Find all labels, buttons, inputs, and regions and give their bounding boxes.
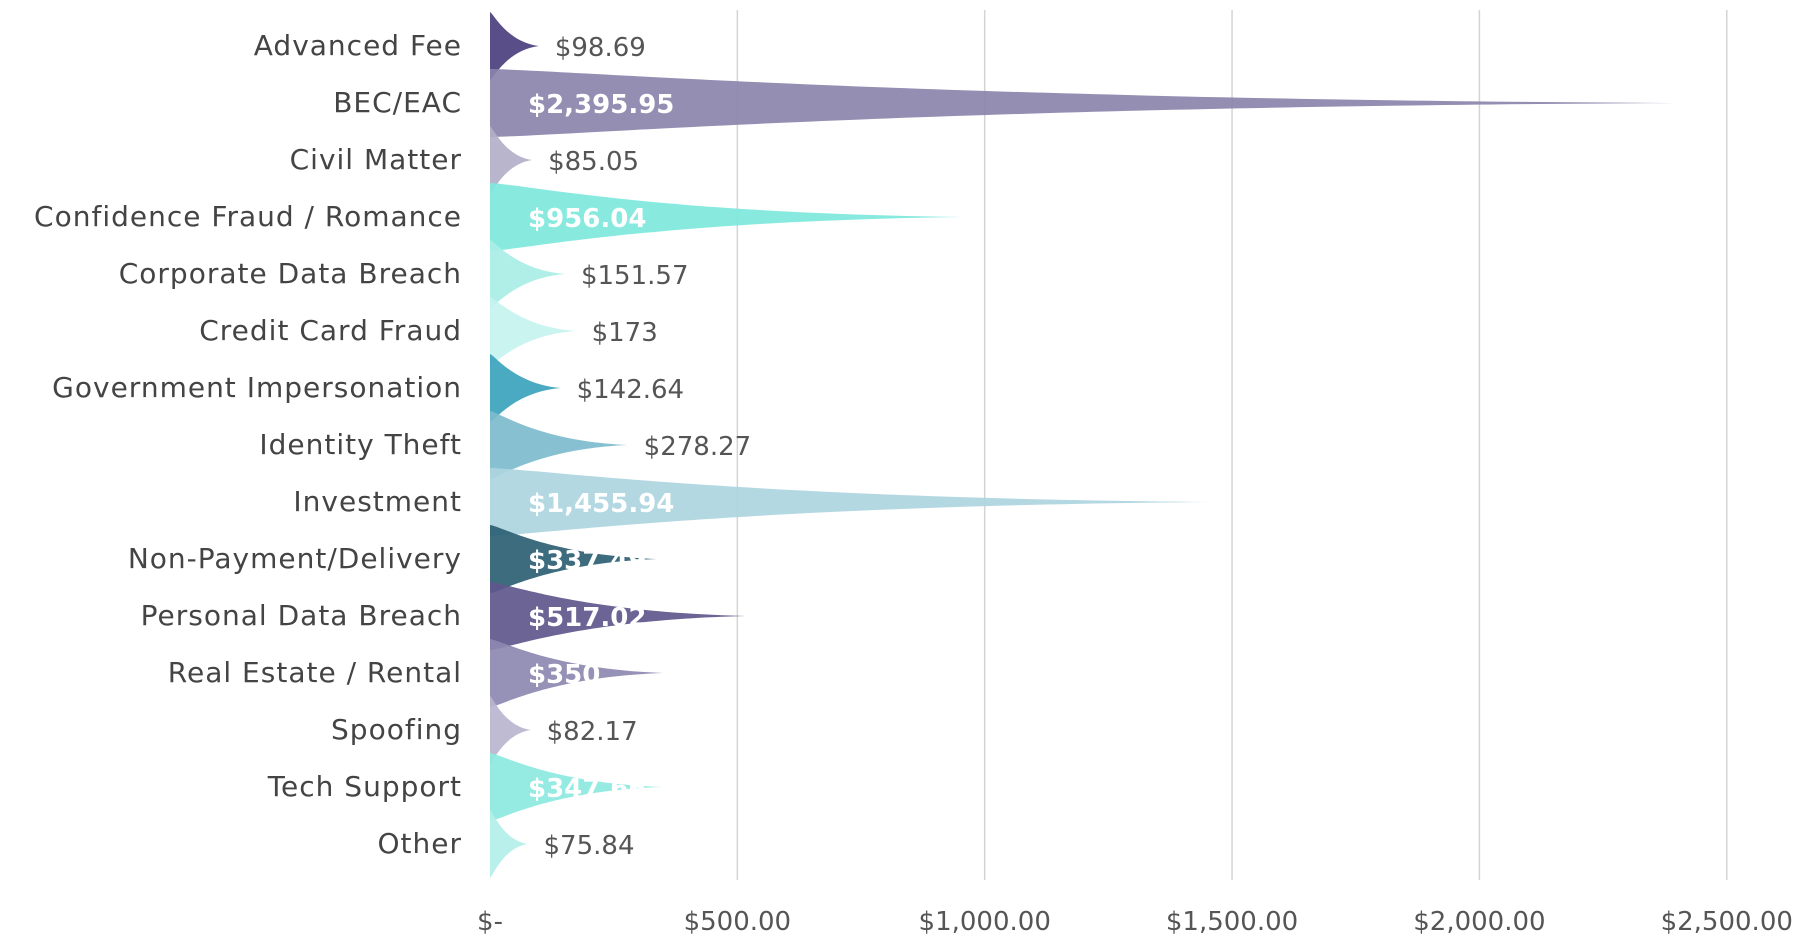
grid-lines [736,10,1728,880]
data-label-12: $82.17 [547,717,638,747]
data-label-13: $347.66 [528,774,646,804]
data-label-10: $517.02 [528,603,646,633]
category-label-8: Investment [293,485,462,518]
data-label-7: $278.27 [644,432,752,462]
category-label-2: Civil Matter [290,143,462,176]
spike-6 [490,354,561,422]
data-labels: $98.69 $2,395.95 $85.05 $956.04 $151.57 $173 $… [528,33,751,861]
spike-1 [490,69,1676,137]
data-label-5: $173 [592,318,658,348]
spike-8 [490,468,1211,536]
spike-11 [490,639,664,707]
category-label-9: Non-Payment/Delivery [128,542,462,575]
x-tick-label-1: $500.00 [684,907,792,937]
spike-13 [490,753,662,821]
category-label-10: Personal Data Breach [141,599,462,632]
data-label-0: $98.69 [555,33,646,63]
spike-0 [490,12,539,80]
category-label-5: Credit Card Fraud [199,314,462,347]
spike-5 [490,297,576,365]
category-label-4: Corporate Data Breach [119,257,462,290]
category-label-3: Confidence Fraud / Romance [34,200,462,233]
category-label-6: Government Impersonation [52,371,462,404]
data-label-8: $1,455.94 [528,489,674,519]
data-label-3: $956.04 [528,204,646,234]
spike-14 [490,810,528,878]
chart-marks [490,12,1676,878]
data-label-11: $350 [528,660,600,690]
data-label-14: $75.84 [544,831,635,861]
category-label-1: BEC/EAC [333,86,462,119]
x-tick-label-5: $2,500.00 [1661,907,1793,937]
x-tick-label-4: $2,000.00 [1413,907,1545,937]
category-labels: Advanced Fee BEC/EAC Civil Matter Confidenc… [34,29,462,860]
category-label-14: Other [377,827,462,860]
category-label-0: Advanced Fee [254,29,462,62]
data-label-2: $85.05 [548,147,639,177]
spike-12 [490,696,531,764]
category-label-12: Spoofing [331,713,462,746]
x-tick-label-3: $1,500.00 [1166,907,1298,937]
category-label-7: Identity Theft [259,428,462,461]
spike-4 [490,240,565,308]
data-label-1: $2,395.95 [528,90,674,120]
spike-3 [490,183,963,251]
data-label-4: $151.57 [581,261,689,291]
spike-2 [490,126,533,194]
spike-10 [490,582,746,650]
category-label-13: Tech Support [267,770,462,803]
category-label-11: Real Estate / Rental [168,656,462,689]
spike-9 [490,525,657,593]
x-tick-label-0: $- [477,907,503,937]
x-axis-tick-labels: $- $500.00 $1,000.00 $1,500.00 $2,000.00 $2,5… [477,907,1793,937]
data-label-6: $142.64 [577,375,685,405]
x-tick-label-2: $1,000.00 [919,907,1051,937]
spike-7 [490,411,628,479]
data-label-9: $337.49 [528,546,646,576]
